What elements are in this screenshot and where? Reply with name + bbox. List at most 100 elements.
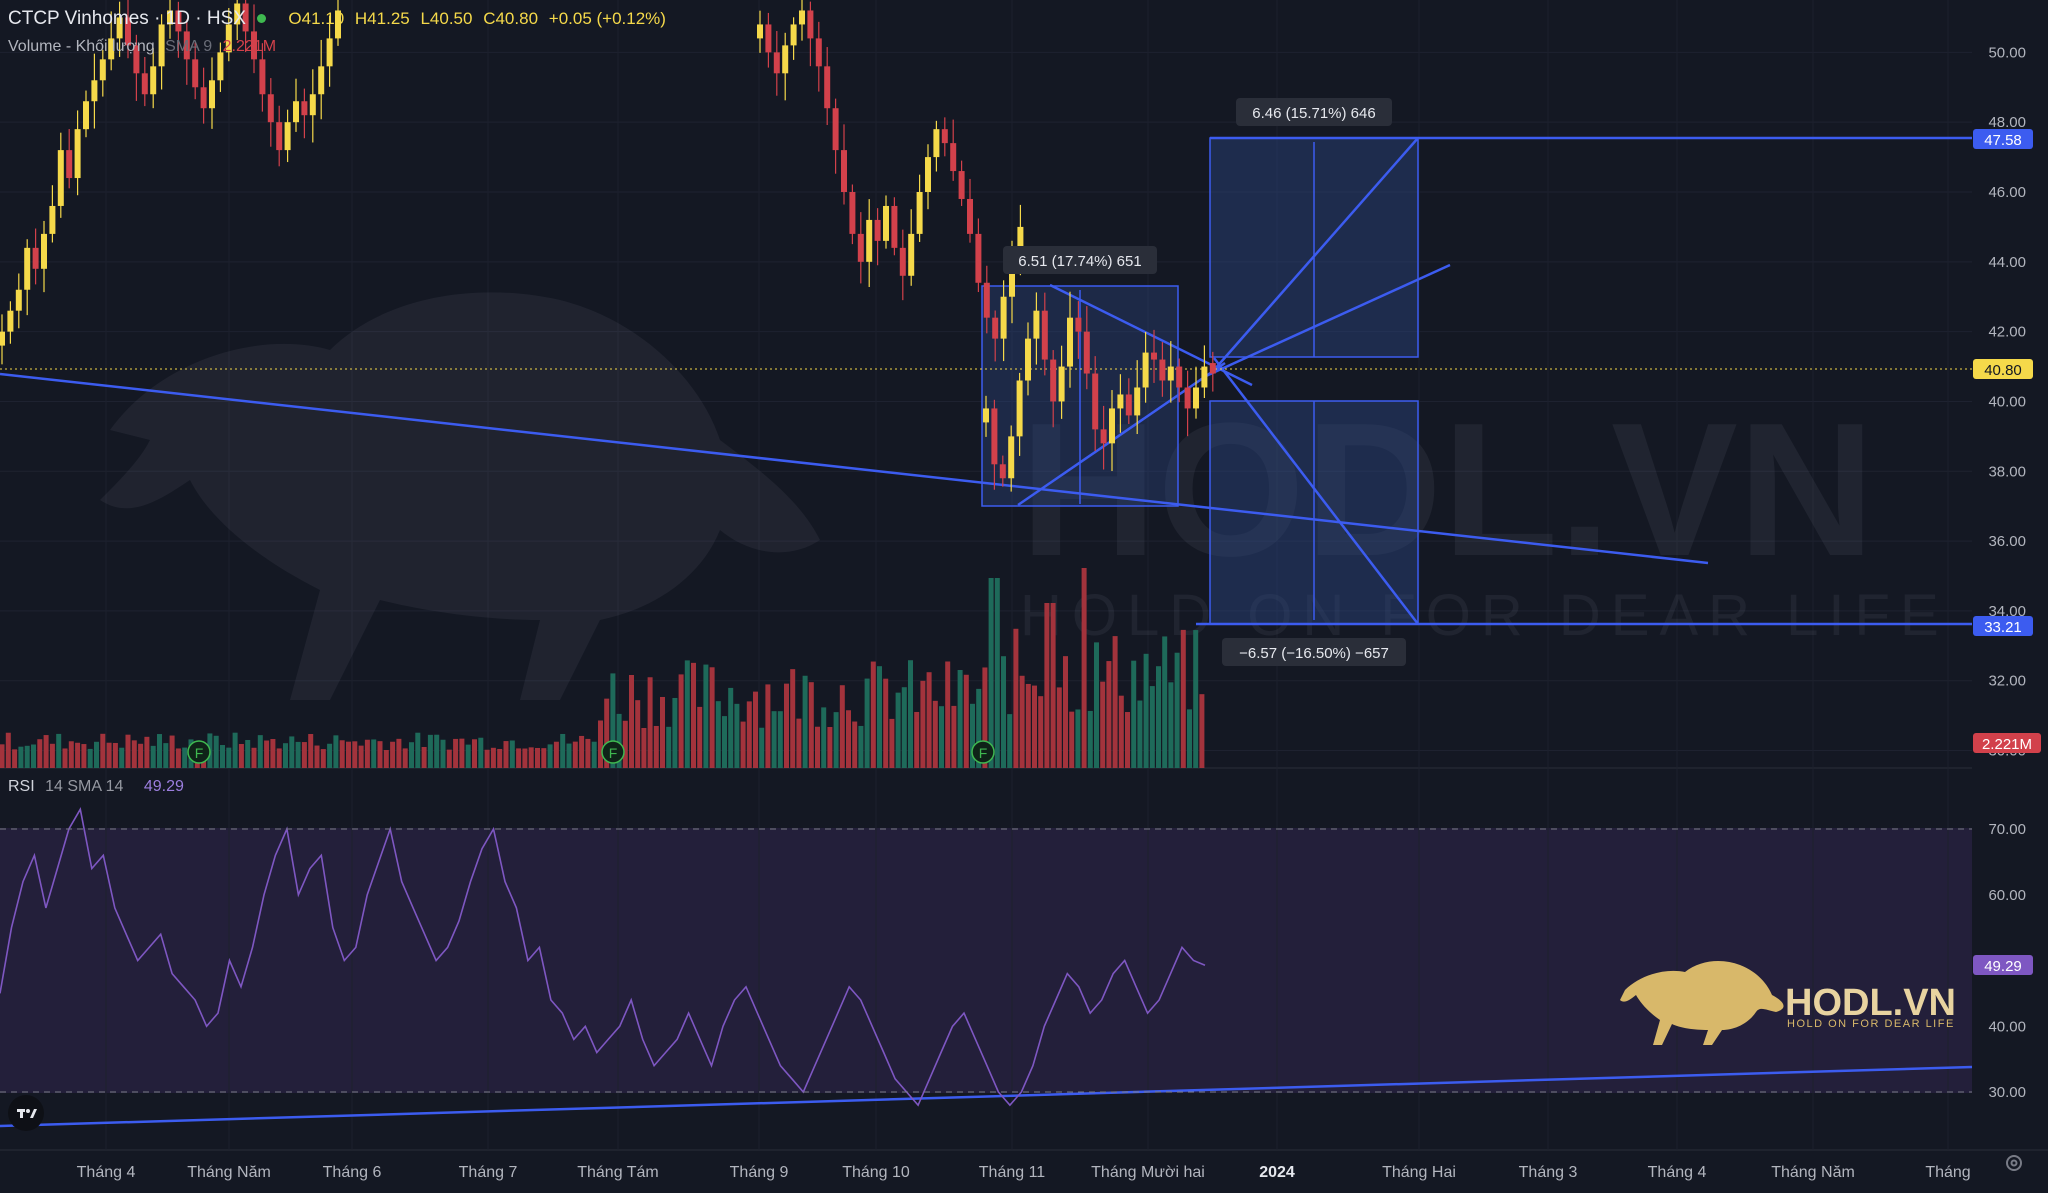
- candle[interactable]: [41, 220, 47, 293]
- candle[interactable]: [99, 49, 106, 97]
- candle[interactable]: [1033, 292, 1040, 365]
- candle[interactable]: [908, 209, 915, 286]
- candle[interactable]: [1000, 280, 1007, 362]
- candle[interactable]: [1025, 322, 1031, 396]
- candle[interactable]: [1167, 341, 1174, 403]
- candle[interactable]: [108, 11, 115, 71]
- candle[interactable]: [933, 120, 940, 172]
- triangle-bottom-line[interactable]: [1017, 361, 1226, 507]
- candle[interactable]: [276, 105, 283, 167]
- candle[interactable]: [1201, 345, 1208, 399]
- time-axis[interactable]: Tháng 4 Tháng Năm Tháng 6 Tháng 7 Tháng Tám T…: [77, 1164, 1971, 1181]
- candle[interactable]: [983, 265, 990, 334]
- candle[interactable]: [999, 455, 1006, 487]
- candle[interactable]: [259, 43, 266, 112]
- candle[interactable]: [958, 160, 965, 206]
- projection-up-line[interactable]: [1213, 137, 1419, 371]
- candle[interactable]: [765, 12, 772, 68]
- candle[interactable]: [335, 0, 341, 46]
- candle[interactable]: [293, 78, 299, 132]
- candle[interactable]: [1067, 291, 1073, 388]
- event-markers[interactable]: F F F: [187, 740, 995, 764]
- candle[interactable]: [1117, 374, 1124, 433]
- candle[interactable]: [815, 21, 822, 92]
- candle[interactable]: [167, 0, 173, 39]
- candle[interactable]: [1176, 358, 1183, 403]
- candle[interactable]: [150, 47, 157, 109]
- drawing-lines[interactable]: [0, 136, 1973, 1128]
- candle[interactable]: [74, 110, 81, 196]
- candle[interactable]: [133, 34, 140, 101]
- tradingview-logo-icon[interactable]: [8, 1095, 44, 1131]
- candle[interactable]: [1134, 360, 1141, 435]
- candle[interactable]: [790, 17, 797, 60]
- candle[interactable]: [1075, 301, 1082, 359]
- candle[interactable]: [242, 0, 249, 52]
- event-marker-f[interactable]: F: [187, 740, 211, 764]
- candle[interactable]: [57, 132, 64, 218]
- rsi-trendline[interactable]: [0, 1065, 1973, 1128]
- candle[interactable]: [832, 98, 839, 174]
- event-marker-f[interactable]: F: [601, 740, 625, 764]
- candle[interactable]: [841, 124, 847, 205]
- candle[interactable]: [967, 178, 973, 243]
- candle[interactable]: [158, 14, 165, 90]
- symbol-legend[interactable]: CTCP Vinhomes · 1D · HSX O41.10 H41.25 L…: [8, 8, 672, 30]
- candle[interactable]: [225, 8, 232, 62]
- candle[interactable]: [1041, 292, 1048, 376]
- projection-mid-line[interactable]: [1205, 263, 1451, 378]
- candle[interactable]: [866, 199, 873, 288]
- candle[interactable]: [824, 47, 831, 126]
- candle[interactable]: [1058, 345, 1065, 419]
- candle[interactable]: [1159, 342, 1166, 397]
- candle[interactable]: [1209, 351, 1216, 392]
- candle[interactable]: [1083, 306, 1090, 390]
- candlesticks[interactable]: [0, 0, 1216, 492]
- candle[interactable]: [83, 90, 89, 138]
- symbol-title[interactable]: CTCP Vinhomes · 1D · HSX: [8, 8, 246, 29]
- candle[interactable]: [1125, 378, 1132, 424]
- candle[interactable]: [15, 273, 22, 329]
- candle[interactable]: [941, 117, 948, 157]
- candle[interactable]: [925, 144, 931, 210]
- candle[interactable]: [975, 218, 982, 293]
- candle[interactable]: [32, 228, 39, 285]
- candle[interactable]: [326, 15, 333, 87]
- candle[interactable]: [66, 129, 73, 189]
- candle[interactable]: [757, 10, 763, 53]
- candle[interactable]: [309, 69, 316, 143]
- candle[interactable]: [899, 229, 906, 301]
- candle[interactable]: [125, 0, 131, 59]
- candle[interactable]: [0, 314, 5, 365]
- candle[interactable]: [49, 185, 56, 243]
- candle[interactable]: [857, 212, 864, 284]
- candle[interactable]: [183, 19, 190, 85]
- candle[interactable]: [7, 301, 14, 344]
- candle[interactable]: [175, 1, 182, 58]
- candle[interactable]: [983, 395, 989, 437]
- rsi-line[interactable]: [0, 807, 1206, 1107]
- rsi-legend[interactable]: RSI 14 SMA 14 49.29: [8, 778, 190, 796]
- volume-legend[interactable]: Volume - Khối lượng SMA 9 2.221M: [8, 38, 282, 56]
- candle[interactable]: [782, 32, 789, 101]
- candle[interactable]: [950, 119, 957, 181]
- candle[interactable]: [1184, 370, 1191, 437]
- candle[interactable]: [1016, 372, 1023, 456]
- candle[interactable]: [992, 310, 999, 362]
- candle[interactable]: [192, 42, 199, 100]
- candle[interactable]: [799, 0, 805, 41]
- candle[interactable]: [807, 1, 814, 67]
- candle[interactable]: [141, 56, 148, 107]
- candle[interactable]: [1008, 425, 1015, 492]
- candle[interactable]: [1109, 390, 1115, 472]
- candle[interactable]: [991, 399, 998, 490]
- candle[interactable]: [217, 42, 224, 92]
- candle[interactable]: [849, 184, 856, 245]
- candle[interactable]: [1092, 356, 1099, 452]
- gear-icon[interactable]: [2002, 1151, 2026, 1175]
- candle[interactable]: [916, 174, 923, 242]
- candle[interactable]: [251, 4, 257, 74]
- candle[interactable]: [773, 31, 780, 96]
